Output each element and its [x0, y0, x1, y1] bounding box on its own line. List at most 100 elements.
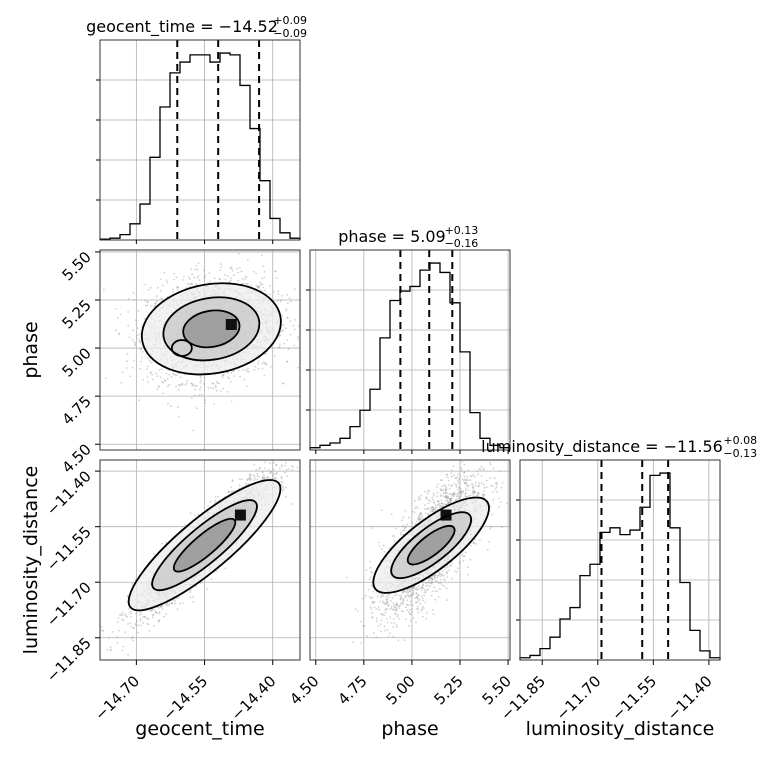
- scatter-point: [230, 371, 233, 374]
- scatter-point: [244, 278, 246, 281]
- scatter-point: [262, 265, 265, 267]
- scatter-point: [165, 604, 168, 607]
- scatter-point: [263, 461, 266, 464]
- scatter-point: [232, 370, 235, 373]
- scatter-point: [222, 374, 224, 377]
- scatter-point: [122, 619, 125, 622]
- scatter-point: [129, 622, 132, 625]
- scatter-point: [151, 378, 154, 381]
- hist-panel-geocent_time: geocent_time = −14.52+0.09−0.09: [86, 14, 307, 241]
- scatter-point: [209, 280, 212, 283]
- scatter-point: [115, 329, 117, 332]
- scatter-point: [135, 612, 138, 615]
- scatter-point: [261, 476, 264, 478]
- scatter-point: [285, 308, 287, 310]
- scatter-point: [171, 290, 174, 293]
- scatter-point: [207, 505, 210, 507]
- scatter-point: [274, 270, 276, 273]
- scatter-point: [135, 337, 138, 339]
- scatter-point: [256, 472, 259, 475]
- scatter-point: [175, 385, 177, 388]
- scatter-point: [291, 469, 294, 471]
- scatter-point: [261, 277, 264, 280]
- scatter-point: [204, 399, 207, 401]
- scatter-point: [166, 281, 169, 284]
- scatter-point: [144, 299, 146, 302]
- scatter-point: [255, 469, 258, 471]
- scatter-point: [154, 302, 156, 304]
- scatter-point: [266, 476, 269, 479]
- scatter-point: [176, 288, 179, 291]
- scatter-point: [199, 388, 201, 391]
- scatter-point: [246, 259, 249, 262]
- scatter-point: [184, 524, 187, 526]
- scatter-point: [162, 381, 165, 384]
- scatter-point: [124, 615, 127, 617]
- scatter-point: [282, 382, 284, 385]
- scatter-point: [140, 348, 143, 350]
- scatter-point: [256, 474, 259, 477]
- scatter-point: [119, 313, 122, 316]
- scatter-point: [215, 380, 218, 383]
- scatter-point: [148, 359, 151, 362]
- scatter-point: [132, 291, 135, 294]
- scatter-point: [265, 352, 268, 355]
- scatter-point: [223, 373, 225, 376]
- scatter-point: [116, 636, 119, 639]
- scatter-point: [230, 400, 233, 403]
- scatter-point: [258, 285, 261, 288]
- scatter-point: [158, 610, 161, 613]
- scatter-point: [285, 468, 288, 471]
- scatter-point: [230, 277, 233, 280]
- scatter-point: [208, 272, 211, 275]
- scatter-point: [259, 467, 261, 469]
- scatter-point: [157, 385, 160, 388]
- scatter-point: [118, 629, 120, 632]
- scatter-point: [248, 476, 251, 478]
- scatter-point: [229, 381, 232, 383]
- scatter-point: [258, 287, 260, 290]
- scatter-point: [122, 645, 125, 648]
- scatter-point: [203, 276, 206, 279]
- scatter-point: [196, 268, 199, 271]
- scatter-point: [189, 589, 192, 592]
- scatter-point: [195, 384, 198, 387]
- scatter-point: [222, 387, 225, 390]
- scatter-point: [136, 334, 139, 337]
- scatter-point: [150, 372, 152, 374]
- scatter-point: [254, 365, 257, 368]
- scatter-point: [144, 616, 147, 619]
- scatter-point: [263, 362, 266, 365]
- scatter-point: [258, 468, 260, 471]
- scatter-point: [258, 285, 261, 288]
- scatter-point: [150, 361, 153, 364]
- scatter-point: [203, 269, 205, 272]
- scatter-point: [144, 283, 147, 286]
- scatter-point: [156, 375, 159, 377]
- scatter-point: [229, 266, 232, 269]
- scatter-point: [260, 289, 263, 291]
- scatter-point: [191, 383, 193, 385]
- scatter-point: [286, 294, 289, 296]
- scatter-point: [282, 485, 284, 488]
- scatter-point: [218, 277, 221, 280]
- scatter-point: [197, 262, 200, 265]
- scatter-point: [200, 394, 203, 396]
- scatter-point: [179, 376, 182, 379]
- scatter-point: [160, 368, 163, 371]
- scatter-point: [268, 476, 270, 479]
- scatter-point: [126, 352, 129, 355]
- scatter-point: [174, 374, 177, 376]
- scatter-point: [189, 591, 191, 593]
- scatter-point: [174, 600, 176, 602]
- scatter-point: [281, 330, 284, 332]
- scatter-point: [285, 327, 287, 330]
- scatter-point: [281, 294, 284, 297]
- scatter-point: [128, 298, 131, 300]
- scatter-point: [158, 619, 161, 622]
- scatter-point: [250, 474, 253, 477]
- scatter-point: [293, 344, 296, 347]
- scatter-point: [193, 394, 196, 397]
- scatter-point: [146, 304, 149, 307]
